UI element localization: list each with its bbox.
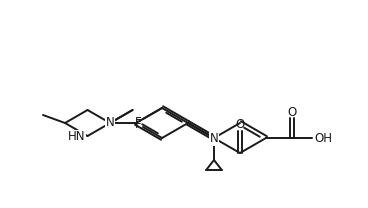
Text: OH: OH (314, 131, 332, 145)
Text: N: N (106, 116, 114, 130)
Text: F: F (135, 116, 141, 130)
Text: O: O (287, 106, 297, 120)
Text: N: N (210, 132, 218, 146)
Text: HN: HN (68, 130, 85, 144)
Text: O: O (236, 119, 245, 131)
Text: F: F (135, 119, 141, 131)
